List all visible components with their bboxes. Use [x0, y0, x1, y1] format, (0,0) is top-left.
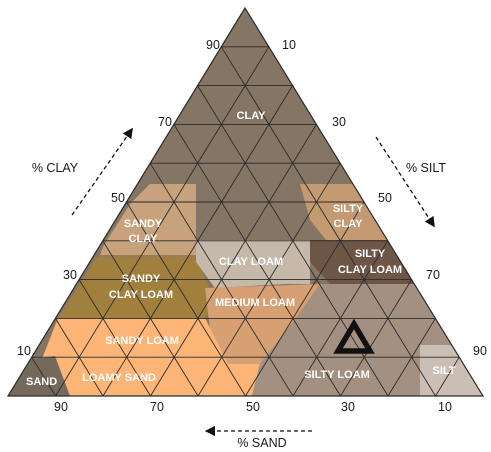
sand-tick: 30: [341, 400, 355, 414]
zone-silty-clay-loam: [310, 240, 432, 284]
zone-labels: CLAY SANDY CLAY SANDY CLAY LOAM CLAY LOA…: [26, 110, 456, 388]
label-medium-loam: MEDIUM LOAM: [215, 297, 295, 309]
label-loamy-sand: LOAMY SAND: [82, 372, 156, 384]
label-silty-clay-2: CLAY: [334, 218, 364, 230]
grid-line-falling: [55, 46, 270, 396]
grid-line-falling: [245, 201, 365, 396]
silt-tick: 30: [332, 115, 346, 129]
clay-axis-title: % CLAY: [32, 161, 79, 175]
label-sandy-clay-loam-2: CLAY LOAM: [109, 289, 173, 301]
silt-tick: 70: [426, 268, 440, 282]
clay-axis-arrow-icon: [71, 127, 133, 216]
zone-sandy-loam: [40, 318, 228, 364]
sand-tick: 90: [54, 400, 68, 414]
grid-line-rising: [126, 201, 246, 396]
clay-axis-ticks: 90 70 50 30 10: [17, 38, 220, 358]
silt-tick: 10: [282, 38, 296, 52]
label-silty-clay-1: SILTY: [333, 203, 364, 215]
label-silty-clay-loam-2: CLAY LOAM: [338, 264, 402, 276]
zone-sand: [8, 356, 70, 396]
grid-line-falling: [435, 356, 460, 396]
clay-tick: 70: [158, 115, 172, 129]
clay-tick: 50: [111, 191, 125, 205]
grid-line-rising: [220, 46, 436, 396]
silt-axis-arrow-icon: [375, 136, 435, 228]
sand-tick: 10: [438, 400, 452, 414]
label-silty-clay-loam-1: SILTY: [355, 248, 386, 260]
sand-tick: 50: [246, 400, 260, 414]
label-clay-loam: CLAY LOAM: [219, 256, 283, 268]
sand-axis-ticks: 90 70 50 30 10: [54, 400, 452, 414]
label-sandy-clay-1: SANDY: [124, 218, 163, 230]
label-sandy-clay-2: CLAY: [129, 233, 159, 245]
grid-line-rising: [31, 356, 56, 396]
zone-medium-loam: [205, 284, 320, 364]
grid-line-falling: [340, 279, 412, 396]
grid-line-rising: [78, 279, 151, 396]
label-sand: SAND: [26, 376, 57, 388]
silt-axis-title: % SILT: [406, 161, 446, 175]
sand-tick: 70: [150, 400, 164, 414]
zone-sandy-clay-loam: [58, 258, 215, 318]
triangle-grid: [31, 46, 460, 396]
grid-line-rising: [173, 124, 341, 396]
clay-tick: 10: [17, 344, 31, 358]
sample-marker-icon: [333, 318, 375, 354]
label-sandy-clay-loam-1: SANDY: [122, 273, 161, 285]
label-silt: SILT: [432, 365, 455, 377]
zone-clay-loam: [196, 240, 310, 288]
clay-tick: 30: [63, 268, 77, 282]
label-sandy-loam: SANDY LOAM: [105, 335, 179, 347]
sand-axis-title: % SAND: [237, 436, 286, 450]
silt-tick: 50: [378, 191, 392, 205]
label-silty-loam: SILTY LOAM: [304, 369, 370, 381]
zone-loamy-sand: [45, 356, 260, 396]
silt-axis-ticks: 10 30 50 70 90: [282, 38, 487, 358]
triangle-outline: [6, 6, 485, 397]
grid-line-falling: [150, 124, 317, 396]
label-clay: CLAY: [237, 110, 267, 122]
silt-tick: 90: [473, 344, 487, 358]
clay-tick: 90: [206, 38, 220, 52]
